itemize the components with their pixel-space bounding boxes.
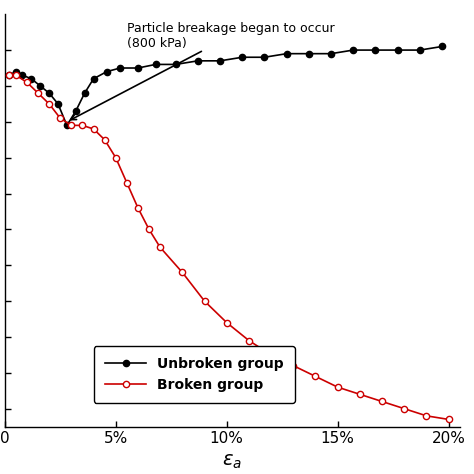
Unbroken group xyxy=(37,83,43,89)
Broken group xyxy=(124,180,130,186)
Unbroken group xyxy=(55,101,61,107)
Unbroken group xyxy=(153,62,158,67)
Line: Broken group: Broken group xyxy=(6,72,452,422)
Broken group xyxy=(80,123,85,128)
Unbroken group xyxy=(217,58,223,64)
Unbroken group xyxy=(262,55,267,60)
Unbroken group xyxy=(6,73,12,78)
Unbroken group xyxy=(173,62,179,67)
X-axis label: $\varepsilon_a$: $\varepsilon_a$ xyxy=(222,452,242,471)
Unbroken group xyxy=(64,123,70,128)
Unbroken group xyxy=(118,65,123,71)
Broken group xyxy=(201,298,207,304)
Broken group xyxy=(446,417,452,422)
Broken group xyxy=(24,80,30,85)
Unbroken group xyxy=(417,47,423,53)
Unbroken group xyxy=(373,47,378,53)
Broken group xyxy=(180,270,185,275)
Unbroken group xyxy=(395,47,401,53)
Unbroken group xyxy=(82,90,88,96)
Broken group xyxy=(224,320,229,326)
Broken group xyxy=(379,399,385,404)
Broken group xyxy=(46,101,52,107)
Unbroken group xyxy=(439,44,445,49)
Unbroken group xyxy=(284,51,290,56)
Broken group xyxy=(13,73,18,78)
Broken group xyxy=(313,374,319,379)
Unbroken group xyxy=(28,76,34,82)
Broken group xyxy=(35,90,41,96)
Unbroken group xyxy=(19,73,25,78)
Broken group xyxy=(246,337,252,343)
Unbroken group xyxy=(350,47,356,53)
Line: Unbroken group: Unbroken group xyxy=(6,43,445,128)
Broken group xyxy=(291,363,296,368)
Unbroken group xyxy=(91,76,96,82)
Broken group xyxy=(401,406,407,411)
Broken group xyxy=(335,384,340,390)
Broken group xyxy=(268,352,274,358)
Broken group xyxy=(357,392,363,397)
Broken group xyxy=(146,227,152,232)
Broken group xyxy=(102,137,108,143)
Legend: Unbroken group, Broken group: Unbroken group, Broken group xyxy=(93,346,295,403)
Unbroken group xyxy=(46,90,52,96)
Unbroken group xyxy=(135,65,141,71)
Text: Particle breakage began to occur
(800 kPa): Particle breakage began to occur (800 kP… xyxy=(71,22,335,119)
Unbroken group xyxy=(73,108,79,114)
Broken group xyxy=(68,123,74,128)
Unbroken group xyxy=(239,55,245,60)
Broken group xyxy=(91,126,96,132)
Broken group xyxy=(157,245,163,250)
Broken group xyxy=(113,155,118,161)
Broken group xyxy=(424,413,429,419)
Unbroken group xyxy=(13,69,18,74)
Broken group xyxy=(6,73,12,78)
Unbroken group xyxy=(306,51,312,56)
Unbroken group xyxy=(328,51,334,56)
Unbroken group xyxy=(195,58,201,64)
Broken group xyxy=(57,115,63,121)
Unbroken group xyxy=(104,69,109,74)
Broken group xyxy=(135,205,141,211)
